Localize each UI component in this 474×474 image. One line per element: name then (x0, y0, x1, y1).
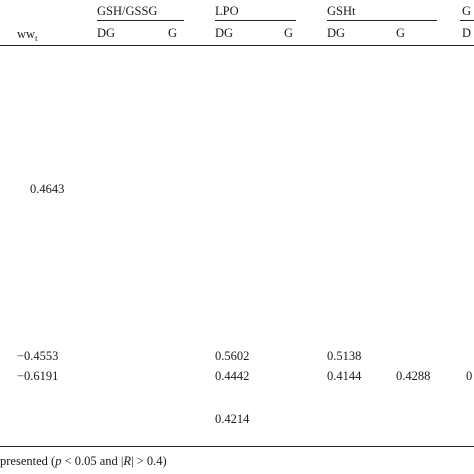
table-footnote: presented (p < 0.05 and |R| > 0.4) (0, 455, 167, 468)
footnote-r: R (123, 454, 132, 468)
col-header-gsht-dg: DG (327, 26, 346, 40)
footnote-mid: < 0.05 and | (61, 454, 124, 468)
cell-r3-gsht-g: 0.4288 (396, 369, 431, 383)
group-rule-gsht (327, 20, 437, 21)
cell-r1-gsh-dg: 0.4643 (30, 182, 65, 196)
col-header-lpo-dg: DG (215, 26, 234, 40)
group-label-lpo: LPO (215, 4, 239, 18)
row-label-subscript: t (35, 33, 38, 43)
row-label-text: ww (17, 27, 36, 41)
group-rule-lpo (215, 20, 296, 21)
cell-r2-lpo-dg: 0.5602 (215, 349, 250, 363)
cell-r2-gsht-dg: 0.5138 (327, 349, 362, 363)
table-bottom-rule (0, 446, 474, 447)
col-header-gsh-g: G (168, 26, 178, 40)
footnote-post: | > 0.4) (131, 454, 167, 468)
col-header-gsh-dg: DG (97, 26, 116, 40)
row-label-wwt: wwt (17, 27, 38, 43)
footnote-p: p (55, 454, 62, 468)
col-header-partial-d: D (462, 26, 472, 40)
cell-r2-gsh-dg: −0.4553 (17, 349, 59, 363)
cell-r3-lpo-dg: 0.4442 (215, 369, 250, 383)
group-rule-partial (460, 20, 474, 21)
cell-r3-gsht-dg: 0.4144 (327, 369, 362, 383)
group-rule-gsh-gssg (97, 20, 184, 21)
col-header-lpo-g: G (284, 26, 294, 40)
footnote-pre: presented ( (0, 454, 56, 468)
col-header-gsht-g: G (396, 26, 406, 40)
group-label-gsh-gssg: GSH/GSSG (97, 4, 158, 18)
group-label-gsht: GSHt (327, 4, 356, 18)
cell-r3-partial: 0 (466, 369, 473, 383)
header-bottom-rule (0, 45, 474, 46)
group-label-partial: G (462, 4, 472, 18)
cell-r3-gsh-dg: −0.6191 (17, 369, 59, 383)
cell-r4-lpo-dg: 0.4214 (215, 412, 250, 426)
